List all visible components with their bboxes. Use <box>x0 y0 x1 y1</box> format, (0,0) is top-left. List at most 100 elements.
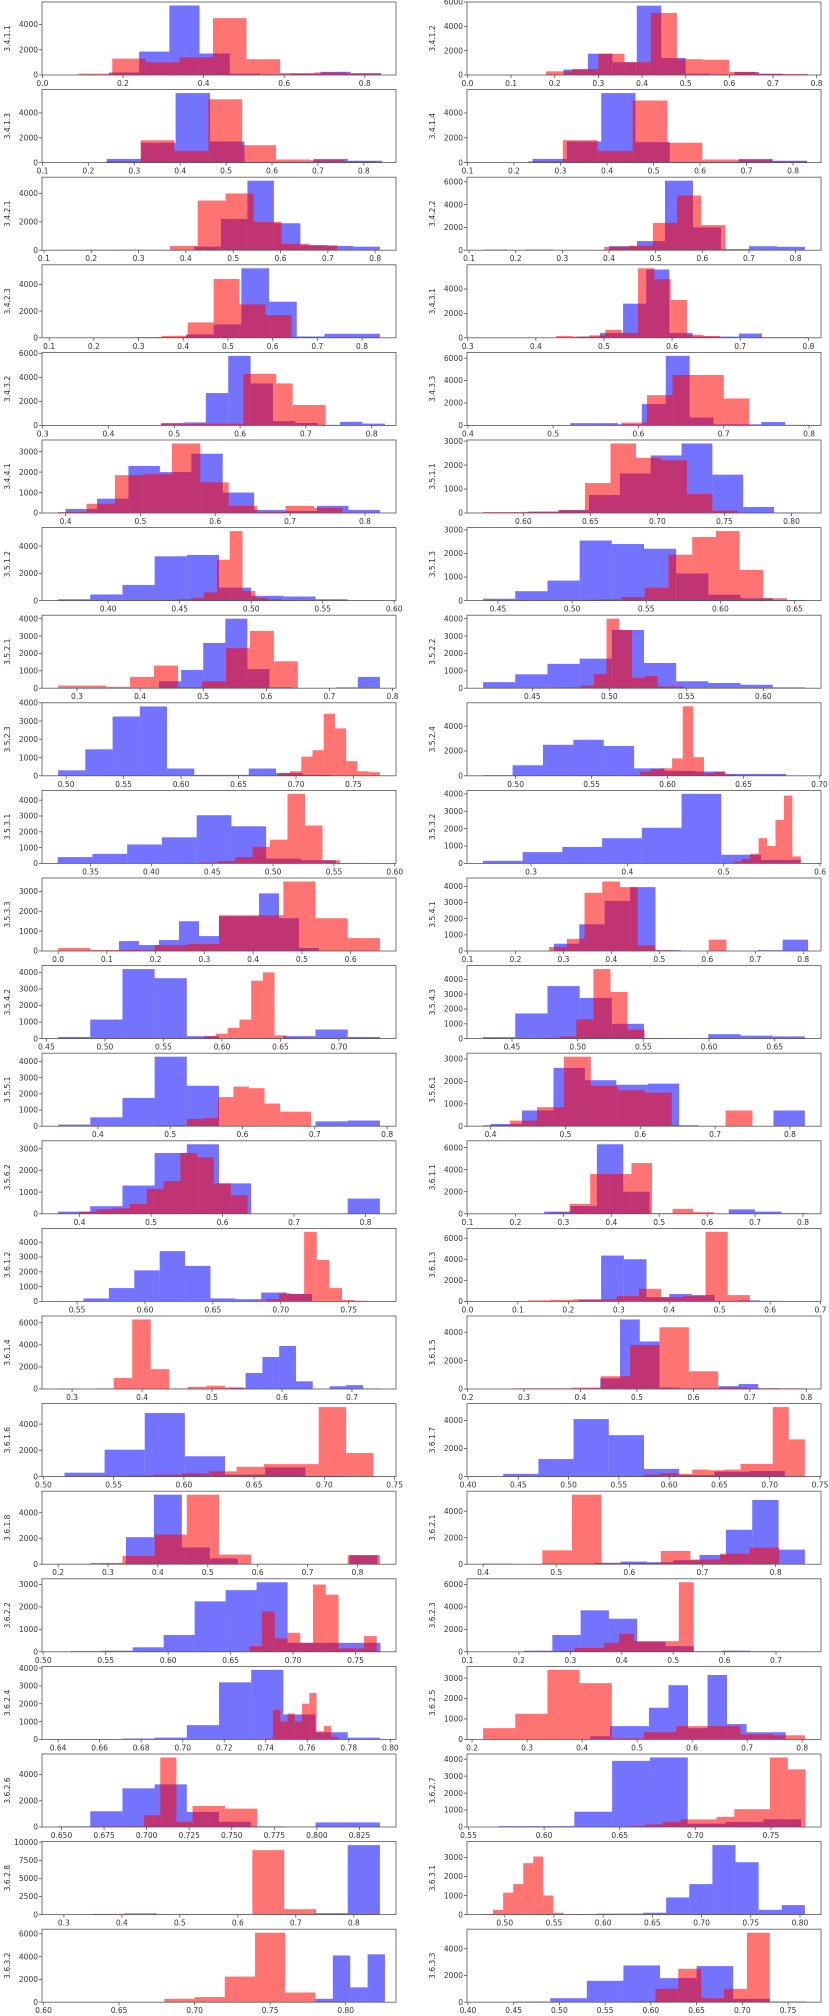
y-tick-label: 4000 <box>444 882 463 891</box>
y-tick-label: 0 <box>458 158 463 167</box>
bar-red-2 <box>534 511 560 513</box>
bar-red-5 <box>604 246 629 251</box>
x-tick-label: 0.7 <box>302 1568 314 1577</box>
x-tick-label: 0.4 <box>636 79 648 88</box>
bar-red-4 <box>631 1163 653 1214</box>
y-tick-label: 1000 <box>19 667 38 676</box>
bar-red-6 <box>263 1464 292 1477</box>
x-tick-label: 0.8 <box>369 254 381 263</box>
y-axis-label: 3.6.2.4 <box>3 1690 12 1716</box>
y-tick-label: 1000 <box>444 667 463 676</box>
bar-blue-6 <box>712 1845 736 1915</box>
y-tick-label: 6000 <box>19 1930 38 1939</box>
bar-red-4 <box>270 839 288 864</box>
bar-red-2 <box>186 1118 203 1127</box>
x-tick-label: 0.65 <box>111 2006 128 2015</box>
y-tick-label: 1000 <box>444 1099 463 1108</box>
bar-blue-8 <box>761 422 786 426</box>
y-tick-label: 0 <box>458 334 463 343</box>
x-tick-label: 0.50 <box>97 1043 114 1052</box>
bar-blue-4 <box>641 827 682 864</box>
bar-blue-9 <box>776 246 805 251</box>
x-tick-label: 0.7 <box>323 692 335 701</box>
bar-red-6 <box>676 1726 709 1740</box>
y-tick-label: 5000 <box>19 1874 38 1883</box>
bar-red-9 <box>708 939 727 951</box>
x-tick-label: 0.65 <box>688 2006 705 2015</box>
x-tick-label: 0.825 <box>349 1831 371 1840</box>
bar-red-2 <box>678 1968 702 2003</box>
y-tick-label: 2000 <box>19 1268 38 1277</box>
bar-red-6 <box>644 1092 672 1127</box>
y-tick-label: 2000 <box>19 1699 38 1708</box>
y-tick-label: 4000 <box>19 542 38 551</box>
bar-blue-2 <box>122 1738 155 1740</box>
x-tick-label: 0.75 <box>742 1919 759 1928</box>
bar-red-4 <box>209 1471 237 1477</box>
y-tick-label: 2000 <box>19 1796 38 1805</box>
x-tick-label: 0.6 <box>701 955 713 964</box>
bar-red-5 <box>251 980 263 1039</box>
bar-red-7 <box>553 1912 564 1915</box>
bar-red-6 <box>249 1088 265 1127</box>
y-axis-label: 3.4.3.2 <box>3 376 12 402</box>
bar-red-7 <box>257 511 286 513</box>
x-tick-label: 0.2 <box>562 1305 574 1314</box>
x-tick-label: 0.60 <box>701 1043 718 1052</box>
bar-red-4 <box>621 332 639 338</box>
y-tick-label: 6000 <box>444 178 463 187</box>
y-tick-label: 4000 <box>444 614 463 623</box>
bar-blue-2 <box>108 1288 135 1302</box>
y-tick-label: 0 <box>458 1210 463 1219</box>
bar-red-1 <box>126 1475 155 1477</box>
bar-blue-6 <box>676 681 709 689</box>
y-tick-label: 6000 <box>444 1143 463 1152</box>
bar-red-4 <box>616 1296 639 1302</box>
bar-red-4 <box>216 559 230 601</box>
bar-blue-0 <box>503 1473 539 1477</box>
bar-red-2 <box>274 1638 288 1652</box>
bar-red-8 <box>285 505 315 513</box>
bar-blue-0 <box>65 508 98 513</box>
bar-red-3 <box>701 1998 725 2003</box>
bar-red-0 <box>155 1125 172 1127</box>
subplot-3-5-2-2: 0.45 0.50 0.55 0.60 0 1000 2000 3000 4000 3.5.2.2 <box>428 614 822 701</box>
x-tick-label: 0.775 <box>264 1831 286 1840</box>
bar-red-5 <box>246 59 281 75</box>
x-tick-label: 0.2 <box>509 1218 521 1227</box>
y-axis-label: 3.6.1.1 <box>428 1164 437 1190</box>
y-tick-label: 2000 <box>444 461 463 470</box>
bar-red-7 <box>670 299 688 338</box>
bar-red-5 <box>219 1554 252 1565</box>
bar-red-9 <box>309 245 338 251</box>
bar-blue-3 <box>623 1965 661 2003</box>
bar-blue-8 <box>315 599 348 601</box>
x-tick-label: 0.4 <box>174 167 186 176</box>
bar-red-4 <box>644 587 669 601</box>
bar-blue-0 <box>532 158 567 163</box>
y-tick-label: 3000 <box>19 1253 38 1262</box>
y-tick-label: 2500 <box>19 1892 38 1901</box>
bar-red-4 <box>620 887 638 951</box>
x-tick-label: 0.5 <box>296 955 308 964</box>
bar-red-4 <box>161 335 188 338</box>
y-axis-label: 3.6.2.1 <box>428 1514 437 1540</box>
x-tick-label: 0.7 <box>300 429 312 438</box>
bar-red-7 <box>644 676 658 689</box>
bar-red-2 <box>301 756 313 776</box>
y-tick-label: 3000 <box>19 1073 38 1082</box>
y-axis-label: 3.5.1.2 <box>3 551 12 577</box>
y-tick-label: 4000 <box>19 968 38 977</box>
x-tick-label: 0.7 <box>743 254 755 263</box>
bar-red-5 <box>610 992 628 1039</box>
bar-red-3 <box>624 62 651 75</box>
bar-red-8 <box>292 405 310 426</box>
y-axis-label: 3.5.4.3 <box>428 989 437 1015</box>
bar-blue-8 <box>335 687 358 689</box>
bar-red-3 <box>758 838 768 864</box>
y-tick-label: 2000 <box>19 307 38 316</box>
bar-red-8 <box>686 493 713 513</box>
axes-frame <box>466 89 822 163</box>
bar-red-2 <box>574 1647 590 1652</box>
bar-blue-0 <box>570 423 595 426</box>
